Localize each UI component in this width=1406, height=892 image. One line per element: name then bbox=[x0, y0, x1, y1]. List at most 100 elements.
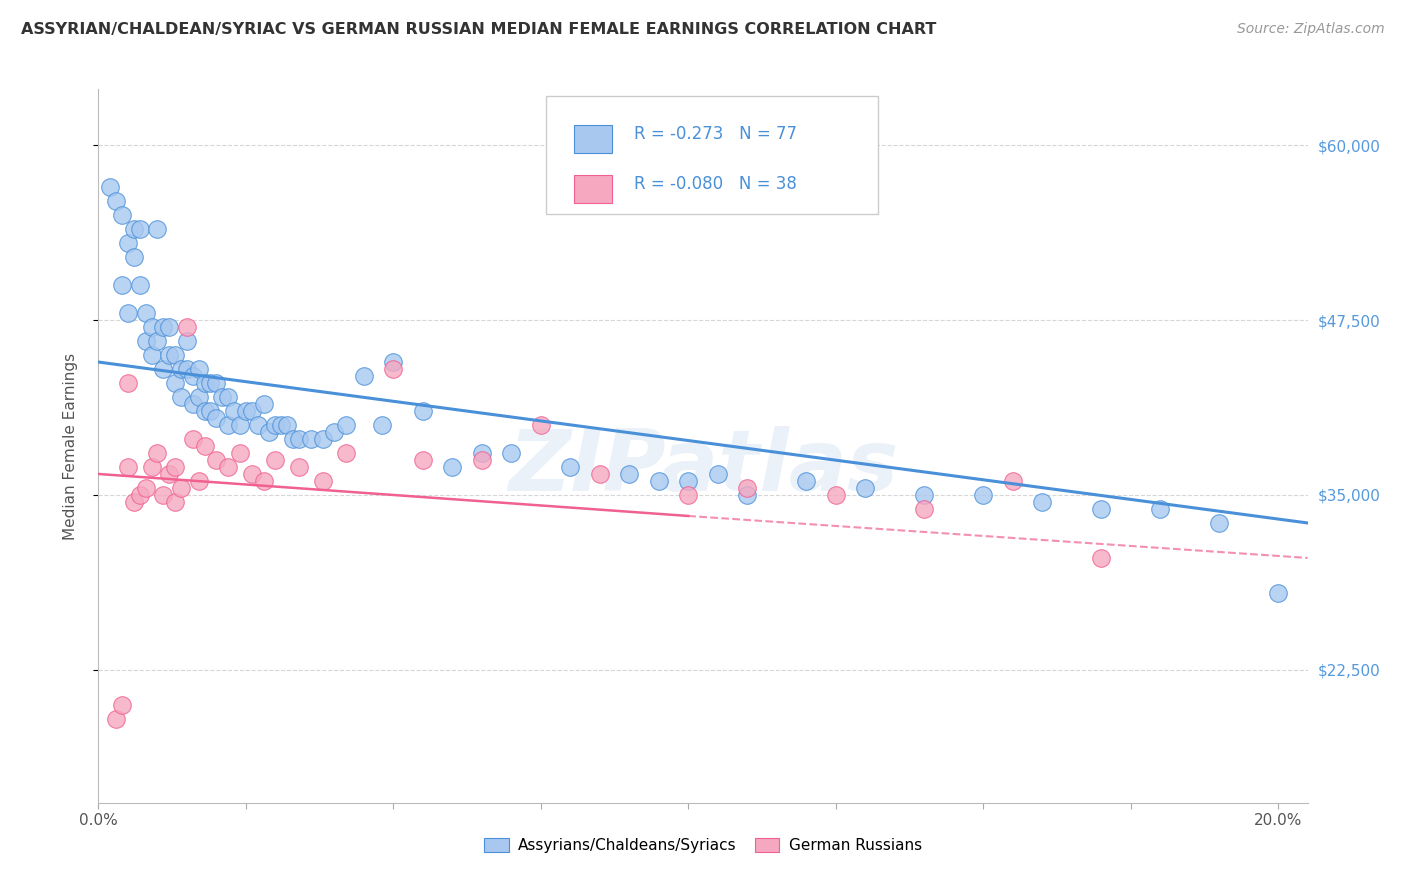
Point bbox=[157, 320, 180, 334]
Point bbox=[217, 390, 239, 404]
Point bbox=[187, 474, 209, 488]
Point bbox=[111, 698, 134, 712]
Point bbox=[98, 180, 121, 194]
Point bbox=[276, 417, 298, 432]
Point bbox=[678, 488, 700, 502]
Point bbox=[105, 712, 128, 726]
Point bbox=[678, 474, 700, 488]
Point bbox=[117, 376, 139, 390]
Point bbox=[252, 397, 274, 411]
Point bbox=[152, 362, 174, 376]
Point bbox=[794, 474, 817, 488]
Point bbox=[824, 488, 846, 502]
Point bbox=[211, 390, 233, 404]
Bar bbox=[574, 126, 613, 153]
Point bbox=[335, 417, 357, 432]
Point bbox=[1031, 495, 1053, 509]
Point bbox=[187, 390, 209, 404]
Point bbox=[117, 236, 139, 251]
Point bbox=[1208, 516, 1230, 530]
Text: R = -0.080   N = 38: R = -0.080 N = 38 bbox=[634, 175, 797, 193]
Point bbox=[157, 348, 180, 362]
Point bbox=[165, 460, 187, 475]
Point bbox=[311, 474, 333, 488]
Point bbox=[122, 495, 145, 509]
Point bbox=[229, 417, 252, 432]
Point bbox=[441, 460, 464, 475]
Point bbox=[246, 417, 269, 432]
Point bbox=[311, 432, 333, 446]
Point bbox=[217, 417, 239, 432]
Point bbox=[165, 348, 187, 362]
Point bbox=[152, 320, 174, 334]
Point bbox=[1090, 550, 1112, 565]
Point bbox=[382, 362, 405, 376]
Point bbox=[252, 474, 274, 488]
Point bbox=[170, 481, 193, 495]
Point bbox=[181, 369, 204, 384]
Point bbox=[111, 278, 134, 293]
Point bbox=[288, 460, 311, 475]
Point bbox=[217, 460, 239, 475]
Point bbox=[471, 453, 494, 467]
Point bbox=[619, 467, 641, 481]
Point bbox=[264, 417, 287, 432]
Point bbox=[181, 397, 204, 411]
Text: ZIPatlas: ZIPatlas bbox=[508, 425, 898, 509]
Point bbox=[105, 194, 128, 208]
Point bbox=[117, 460, 139, 475]
Point bbox=[560, 460, 582, 475]
Point bbox=[157, 467, 180, 481]
Point bbox=[259, 425, 281, 439]
Point bbox=[141, 320, 163, 334]
Point bbox=[170, 390, 193, 404]
Point bbox=[530, 417, 553, 432]
Point bbox=[323, 425, 346, 439]
Point bbox=[288, 432, 311, 446]
Point bbox=[205, 453, 228, 467]
Point bbox=[146, 334, 169, 348]
FancyBboxPatch shape bbox=[546, 96, 879, 214]
Point bbox=[181, 432, 204, 446]
Point bbox=[1149, 502, 1171, 516]
Point bbox=[264, 453, 287, 467]
Point bbox=[122, 250, 145, 264]
Point bbox=[270, 417, 292, 432]
Point bbox=[706, 467, 728, 481]
Point bbox=[853, 481, 876, 495]
Y-axis label: Median Female Earnings: Median Female Earnings bbox=[63, 352, 77, 540]
Point bbox=[972, 488, 994, 502]
Point bbox=[165, 376, 187, 390]
Point bbox=[141, 348, 163, 362]
Point bbox=[370, 417, 392, 432]
Point bbox=[135, 306, 157, 320]
Point bbox=[146, 446, 169, 460]
Point bbox=[412, 404, 434, 418]
Point bbox=[122, 222, 145, 236]
Point bbox=[912, 502, 935, 516]
Point bbox=[176, 362, 198, 376]
Point bbox=[111, 208, 134, 222]
Point bbox=[135, 334, 157, 348]
Point bbox=[165, 495, 187, 509]
Point bbox=[200, 376, 222, 390]
Point bbox=[176, 320, 198, 334]
Point bbox=[335, 446, 357, 460]
Point bbox=[222, 404, 245, 418]
Point bbox=[1090, 502, 1112, 516]
Point bbox=[117, 306, 139, 320]
Point bbox=[735, 488, 758, 502]
Point bbox=[194, 376, 217, 390]
Point bbox=[146, 222, 169, 236]
Point bbox=[648, 474, 671, 488]
Point bbox=[205, 411, 228, 425]
Point bbox=[128, 222, 150, 236]
Point bbox=[589, 467, 612, 481]
Point bbox=[128, 278, 150, 293]
Point bbox=[281, 432, 304, 446]
Bar bbox=[574, 175, 613, 202]
Point bbox=[735, 481, 758, 495]
Point bbox=[353, 369, 375, 384]
Point bbox=[229, 446, 252, 460]
Point bbox=[170, 362, 193, 376]
